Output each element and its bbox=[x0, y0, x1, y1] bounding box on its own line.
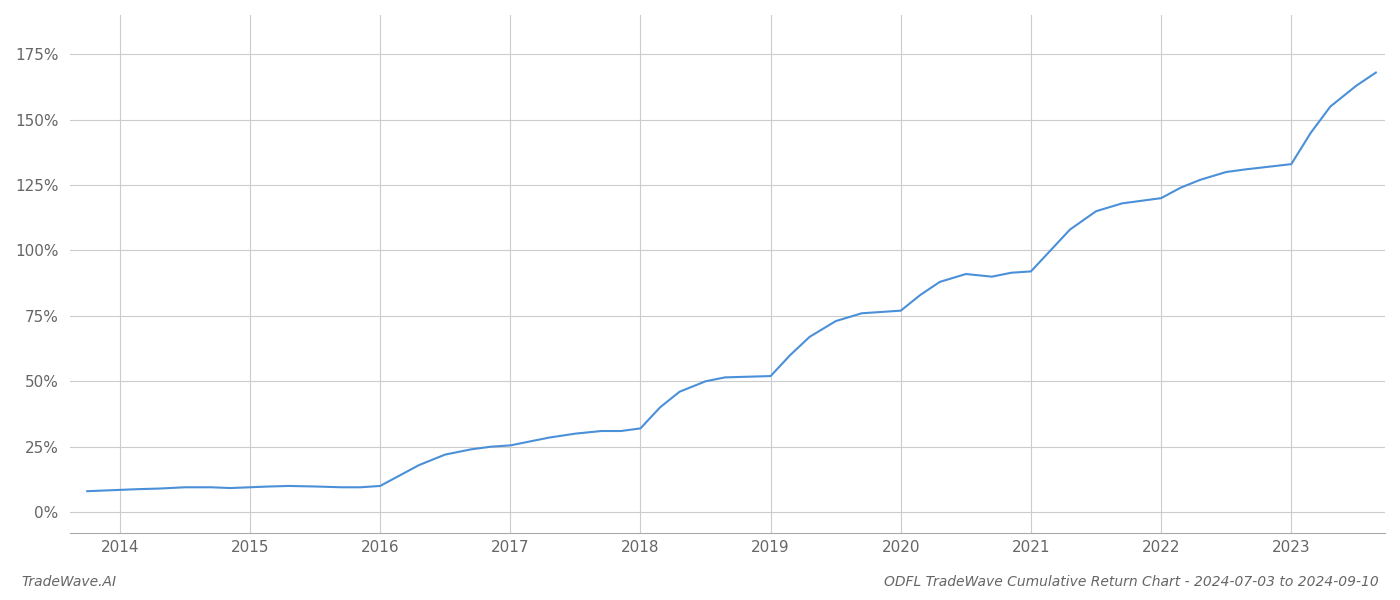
Text: TradeWave.AI: TradeWave.AI bbox=[21, 575, 116, 589]
Text: ODFL TradeWave Cumulative Return Chart - 2024-07-03 to 2024-09-10: ODFL TradeWave Cumulative Return Chart -… bbox=[885, 575, 1379, 589]
